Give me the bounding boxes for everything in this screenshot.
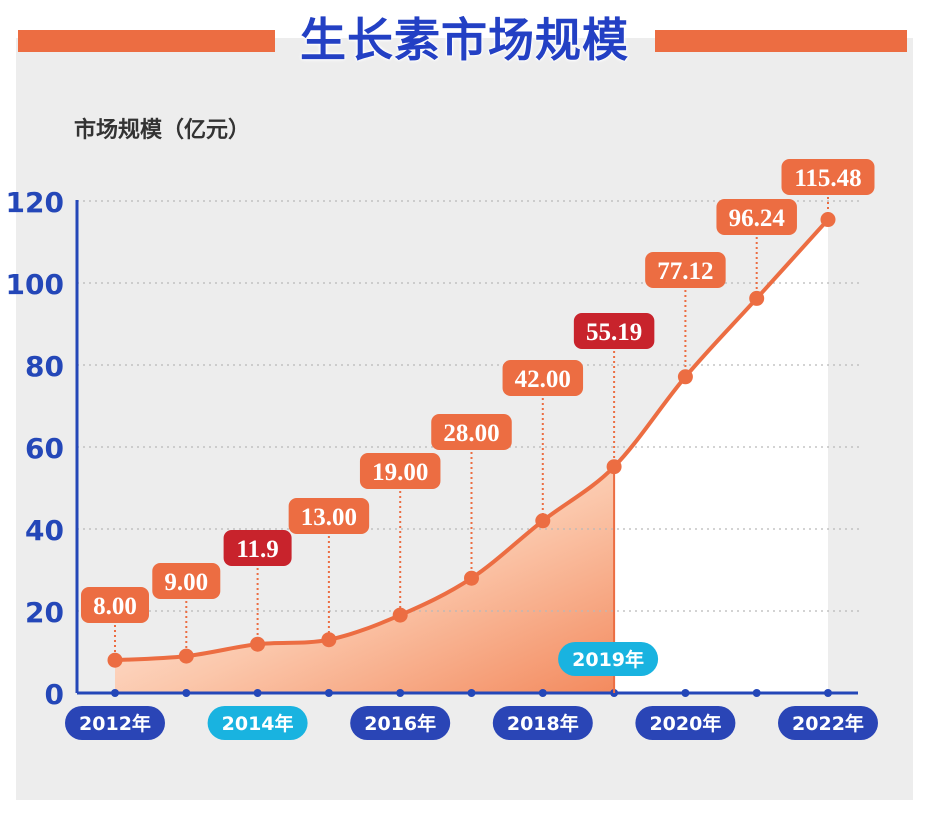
x-axis-tick: [253, 689, 262, 697]
value-label-box: [288, 498, 370, 534]
value-label-text: 55.19: [586, 319, 642, 346]
marker-year-label-bg: [558, 642, 659, 676]
marker-year-label: 2019年: [558, 642, 659, 676]
value-label: 13.00: [288, 498, 370, 534]
value-label-box: [359, 453, 441, 489]
x-tick-label: 2018年: [492, 706, 593, 740]
x-tick-label: 2014年: [207, 706, 308, 740]
x-tick-label-text: 2020年: [649, 712, 721, 735]
x-tick-label: 2022年: [778, 706, 878, 740]
data-point: [820, 212, 836, 228]
series-line: [113, 217, 830, 663]
data-point: [178, 648, 194, 664]
x-axis-tick: [467, 689, 476, 697]
x-tick-label-bg: [350, 706, 451, 740]
x-axis-tick: [681, 689, 690, 697]
value-label: 96.24: [716, 199, 797, 235]
x-tick-label-bg: [778, 706, 878, 740]
value-label: 9.00: [152, 563, 221, 599]
y-tick-label: 100: [6, 268, 64, 301]
value-label: 28.00: [431, 414, 512, 450]
data-point: [677, 369, 693, 385]
value-label: 8.00: [81, 587, 149, 623]
value-label-box: [781, 159, 875, 195]
chart-title: 生长素市场规模: [300, 13, 629, 68]
x-axis-tick: [752, 689, 761, 697]
value-label-box: [573, 313, 655, 349]
marker-year-label-text: 2019年: [572, 648, 644, 671]
value-label-text: 42.00: [515, 366, 571, 393]
value-label: 42.00: [502, 360, 584, 396]
x-tick-label-text: 2016年: [364, 712, 436, 735]
value-label: 11.9: [223, 530, 292, 566]
value-label-text: 9.00: [164, 569, 208, 596]
x-tick-label-bg: [207, 706, 308, 740]
x-tick-label: 2012年: [65, 706, 165, 740]
value-label-box: [152, 563, 221, 599]
x-tick-label-text: 2018年: [507, 712, 579, 735]
x-tick-label-text: 2012年: [79, 712, 151, 735]
x-axis-tick: [111, 689, 119, 697]
value-label-box: [431, 414, 512, 450]
value-label: 115.48: [781, 159, 875, 195]
y-tick-label: 20: [25, 596, 64, 629]
title-bar-left: [18, 30, 275, 52]
x-tick-label-bg: [492, 706, 593, 740]
data-point: [250, 636, 266, 652]
y-tick-label: 0: [45, 678, 64, 711]
x-axis-tick: [824, 689, 832, 697]
area-fill: [115, 466, 615, 693]
value-label-text: 28.00: [443, 420, 499, 447]
value-label-box: [223, 530, 292, 566]
x-axis-tick: [396, 689, 405, 697]
y-tick-label: 120: [6, 186, 64, 219]
x-tick-label-bg: [635, 706, 736, 740]
value-label-text: 8.00: [93, 593, 137, 620]
x-axis-tick: [538, 689, 547, 697]
data-point: [321, 632, 337, 648]
y-tick-label: 60: [25, 432, 64, 465]
x-tick-label-text: 2014年: [222, 712, 294, 735]
data-point: [464, 570, 479, 586]
y-tick-label: 80: [25, 350, 64, 383]
value-label: 77.12: [645, 252, 726, 288]
data-point: [606, 459, 622, 475]
area-white-region: [614, 219, 828, 694]
value-label-text: 96.24: [729, 205, 786, 232]
x-axis-tick: [324, 689, 333, 697]
x-tick-label: 2016年: [350, 706, 451, 740]
y-tick-label: 40: [25, 514, 64, 547]
data-point: [535, 513, 551, 529]
value-label: 19.00: [359, 453, 441, 489]
value-label-text: 11.9: [236, 536, 278, 563]
value-label-text: 19.00: [372, 459, 428, 486]
value-label-box: [645, 252, 726, 288]
x-tick-label-text: 2022年: [792, 712, 864, 735]
x-tick-label-bg: [65, 706, 165, 740]
value-label-box: [716, 199, 797, 235]
x-tick-label: 2020年: [635, 706, 736, 740]
title-bar-right: [655, 30, 907, 52]
data-point: [392, 607, 408, 623]
data-point: [749, 290, 765, 306]
value-label: 55.19: [573, 313, 655, 349]
data-point: [107, 652, 123, 668]
x-axis-tick: [182, 689, 191, 697]
value-label-box: [502, 360, 584, 396]
value-label-text: 13.00: [301, 504, 357, 531]
value-label-box: [81, 587, 149, 623]
value-label-text: 77.12: [657, 258, 713, 285]
value-label-text: 115.48: [794, 165, 861, 192]
y-axis-label: 市场规模（亿元）: [74, 118, 251, 143]
